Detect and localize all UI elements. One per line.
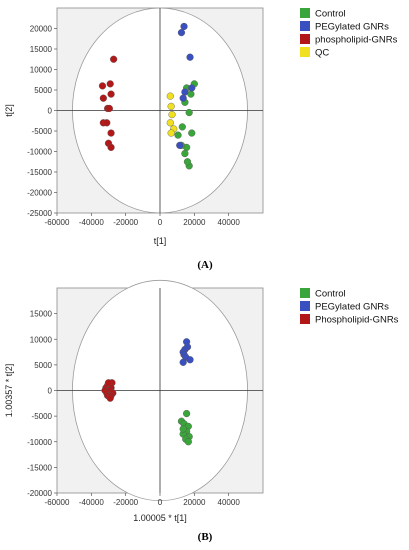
data-point <box>179 425 187 433</box>
x-tick-label: -20000 <box>113 218 138 227</box>
legend-label: PEGylated GNRs <box>315 302 389 313</box>
x-tick-label: 40000 <box>218 498 241 507</box>
chart-a: -60000 -40000 -20000 0 20000 40000 -25000 -2000… <box>4 7 398 271</box>
chart-b: -60000 -40000 -20000 0 20000 40000 -20000 -1500… <box>4 279 399 543</box>
y-tick-label: -20000 <box>27 489 52 498</box>
y-tick-label: -25000 <box>27 209 52 218</box>
x-tick-label: 0 <box>158 218 163 227</box>
data-point <box>104 379 113 387</box>
series-1 <box>176 22 196 149</box>
series-3 <box>166 92 178 137</box>
data-point <box>177 28 186 37</box>
legend-label: PEGylated GNRs <box>315 22 389 33</box>
y-tick-label: -15000 <box>27 168 52 177</box>
series-2 <box>98 55 118 152</box>
x-tick-label: 0 <box>158 498 163 507</box>
panel-caption: (B) <box>198 531 213 543</box>
data-point <box>187 90 195 98</box>
data-point <box>174 131 182 139</box>
x-tick-label: 40000 <box>218 218 241 227</box>
y-tick-label: 20000 <box>30 25 53 34</box>
data-point <box>184 438 192 446</box>
data-point <box>185 108 193 117</box>
data-point <box>98 82 107 90</box>
data-point <box>166 92 174 100</box>
data-point <box>181 149 189 158</box>
y-tick-label: -5000 <box>32 412 53 421</box>
data-point <box>168 110 176 119</box>
y-axis-label: t[2] <box>4 104 14 117</box>
x-axis-label: t[1] <box>154 236 167 246</box>
legend-swatch <box>300 301 310 311</box>
y-tick-label: -15000 <box>27 463 52 472</box>
data-point <box>180 22 188 31</box>
legend-swatch <box>300 8 310 18</box>
y-tick-label: 5000 <box>34 361 52 370</box>
legend-swatch <box>300 21 310 31</box>
data-point <box>103 119 111 127</box>
y-tick-label: 10000 <box>30 335 53 344</box>
y-tick-label: -5000 <box>32 127 53 136</box>
data-point <box>107 90 115 98</box>
legend-swatch <box>300 288 310 298</box>
y-tick-label: 0 <box>48 387 53 396</box>
x-tick-label: -40000 <box>79 218 104 227</box>
x-tick-label: -40000 <box>79 498 104 507</box>
data-point <box>176 141 184 149</box>
data-point <box>181 88 189 96</box>
data-point <box>186 53 194 61</box>
data-point <box>99 94 107 102</box>
x-tick-label: 20000 <box>183 498 206 507</box>
data-point <box>183 409 191 418</box>
y-tick-label: 5000 <box>34 86 52 95</box>
data-point <box>167 129 175 137</box>
x-axis-label: 1.00005 * t[1] <box>133 513 187 523</box>
legend-label: Control <box>315 9 346 20</box>
data-point <box>188 129 196 137</box>
legend-swatch <box>300 314 310 324</box>
y-tick-label: -10000 <box>27 148 52 157</box>
legend-label: phospholipid-GNRs <box>315 35 398 46</box>
y-axis-label: 1.00357 * t[2] <box>4 364 14 418</box>
legend-label: QC <box>315 48 329 59</box>
x-tick-label: -60000 <box>45 498 70 507</box>
data-point <box>107 143 115 152</box>
series-0 <box>174 80 198 170</box>
data-point <box>186 356 194 364</box>
data-point <box>106 394 114 402</box>
data-point <box>188 84 196 92</box>
data-point <box>183 158 192 166</box>
series-1 <box>179 338 194 366</box>
x-tick-label: -20000 <box>113 498 138 507</box>
legend-label: Control <box>315 289 346 300</box>
y-tick-label: 10000 <box>30 66 53 75</box>
panel-caption: (A) <box>197 259 213 271</box>
data-point <box>179 94 187 102</box>
data-point <box>110 55 118 63</box>
legend-label: Phospholipid-GNRs <box>315 315 399 326</box>
y-tick-label: -20000 <box>27 189 52 198</box>
data-point <box>105 104 113 113</box>
data-point <box>167 102 175 111</box>
y-tick-label: 0 <box>48 107 53 116</box>
y-tick-label: -10000 <box>27 438 52 447</box>
x-tick-label: 20000 <box>183 218 206 227</box>
y-tick-label: 15000 <box>30 310 53 319</box>
y-tick-label: 15000 <box>30 45 53 54</box>
legend-swatch <box>300 34 310 44</box>
data-point <box>178 123 186 131</box>
x-tick-label: -60000 <box>45 218 70 227</box>
data-point <box>179 358 187 366</box>
data-point <box>166 119 174 127</box>
data-point <box>107 129 115 137</box>
series-0 <box>177 409 193 446</box>
series-2 <box>101 379 117 402</box>
legend-swatch <box>300 47 310 57</box>
data-point <box>106 80 114 88</box>
